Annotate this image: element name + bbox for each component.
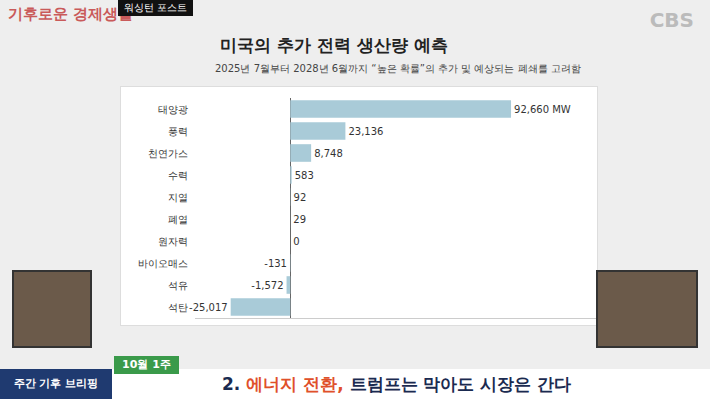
svg-text:0: 0 — [293, 236, 299, 247]
html-text:2.에너지 전환,트럼프는 막아도 시장은 간다: 2.에너지 전환,트럼프는 막아도 시장은 간다 — [222, 374, 572, 394]
svg-text:23,136: 23,136 — [348, 126, 383, 137]
svg-text:-25,017: -25,017 — [189, 302, 228, 313]
svg-text:석유: 석유 — [168, 280, 188, 291]
svg-text:지열: 지열 — [168, 192, 188, 203]
svg-text:원자력: 원자력 — [158, 236, 188, 247]
svg-text:-1,572: -1,572 — [251, 280, 283, 291]
svg-text:수력: 수력 — [168, 170, 188, 181]
html-text:주간 기후 브리핑: 주간 기후 브리핑 — [13, 377, 99, 390]
svg-text:2025년 7월부터 2028년 6월까지 “높은 확률”의: 2025년 7월부터 2028년 6월까지 “높은 확률”의 추가 및 예상되는… — [215, 63, 581, 74]
html-text:기후로운 경제생활: 기후로운 경제생활 — [8, 5, 134, 23]
svg-text:폐열: 폐열 — [168, 214, 188, 225]
svg-text:석탄: 석탄 — [168, 302, 188, 313]
html-text:10월 1주: 10월 1주 — [122, 358, 171, 371]
svg-text:92,660 MW: 92,660 MW — [514, 104, 571, 115]
svg-text:풍력: 풍력 — [168, 126, 188, 137]
svg-text:미국의 추가 전력 생산량 예측: 미국의 추가 전력 생산량 예측 — [220, 35, 448, 55]
svg-text:바이오매스: 바이오매스 — [138, 258, 188, 269]
html-text:워싱턴 포스트: 워싱턴 포스트 — [124, 2, 188, 13]
svg-text:8,748: 8,748 — [314, 148, 343, 159]
svg-text:천연가스: 천연가스 — [148, 148, 188, 159]
svg-text:태양광: 태양광 — [158, 104, 188, 115]
svg-text:29: 29 — [293, 214, 306, 225]
html-text:CBS: CBS — [649, 8, 694, 32]
svg-text:-131: -131 — [264, 258, 287, 269]
svg-text:92: 92 — [294, 192, 307, 203]
svg-text:583: 583 — [295, 170, 314, 181]
